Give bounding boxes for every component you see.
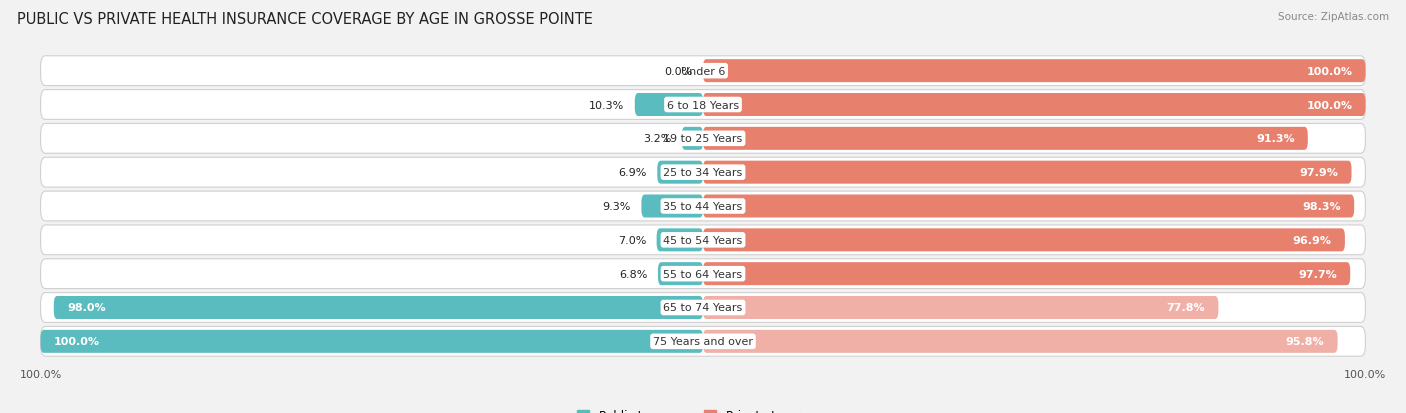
Text: 10.3%: 10.3%: [589, 100, 624, 110]
Text: 97.7%: 97.7%: [1298, 269, 1337, 279]
FancyBboxPatch shape: [682, 128, 703, 150]
Text: 19 to 25 Years: 19 to 25 Years: [664, 134, 742, 144]
FancyBboxPatch shape: [41, 57, 1365, 86]
Text: 75 Years and over: 75 Years and over: [652, 337, 754, 347]
Text: 6.8%: 6.8%: [619, 269, 647, 279]
FancyBboxPatch shape: [657, 161, 703, 184]
FancyBboxPatch shape: [41, 259, 1365, 289]
Text: 96.9%: 96.9%: [1292, 235, 1331, 245]
Text: 97.9%: 97.9%: [1299, 168, 1339, 178]
FancyBboxPatch shape: [41, 192, 1365, 221]
FancyBboxPatch shape: [657, 229, 703, 252]
Text: 45 to 54 Years: 45 to 54 Years: [664, 235, 742, 245]
Text: 98.0%: 98.0%: [67, 303, 105, 313]
Text: 7.0%: 7.0%: [617, 235, 645, 245]
FancyBboxPatch shape: [703, 263, 1350, 285]
FancyBboxPatch shape: [41, 225, 1365, 255]
Text: 98.3%: 98.3%: [1302, 202, 1341, 211]
FancyBboxPatch shape: [634, 94, 703, 117]
Text: 3.2%: 3.2%: [643, 134, 671, 144]
FancyBboxPatch shape: [41, 293, 1365, 323]
Text: 9.3%: 9.3%: [602, 202, 631, 211]
FancyBboxPatch shape: [641, 195, 703, 218]
Text: 100.0%: 100.0%: [1306, 66, 1353, 76]
FancyBboxPatch shape: [41, 327, 1365, 356]
Text: 55 to 64 Years: 55 to 64 Years: [664, 269, 742, 279]
FancyBboxPatch shape: [703, 161, 1351, 184]
FancyBboxPatch shape: [703, 330, 1337, 353]
FancyBboxPatch shape: [658, 263, 703, 285]
Text: PUBLIC VS PRIVATE HEALTH INSURANCE COVERAGE BY AGE IN GROSSE POINTE: PUBLIC VS PRIVATE HEALTH INSURANCE COVER…: [17, 12, 593, 27]
Text: Source: ZipAtlas.com: Source: ZipAtlas.com: [1278, 12, 1389, 22]
Text: 0.0%: 0.0%: [664, 66, 692, 76]
FancyBboxPatch shape: [41, 90, 1365, 120]
FancyBboxPatch shape: [703, 195, 1354, 218]
Text: 6.9%: 6.9%: [619, 168, 647, 178]
Text: 25 to 34 Years: 25 to 34 Years: [664, 168, 742, 178]
Text: 65 to 74 Years: 65 to 74 Years: [664, 303, 742, 313]
FancyBboxPatch shape: [41, 330, 703, 353]
Text: 6 to 18 Years: 6 to 18 Years: [666, 100, 740, 110]
FancyBboxPatch shape: [703, 296, 1219, 319]
Legend: Public Insurance, Private Insurance: Public Insurance, Private Insurance: [572, 404, 834, 413]
Text: 100.0%: 100.0%: [53, 337, 100, 347]
FancyBboxPatch shape: [703, 229, 1346, 252]
Text: 100.0%: 100.0%: [1306, 100, 1353, 110]
Text: 95.8%: 95.8%: [1285, 337, 1324, 347]
Text: 77.8%: 77.8%: [1167, 303, 1205, 313]
Text: 91.3%: 91.3%: [1256, 134, 1295, 144]
FancyBboxPatch shape: [703, 128, 1308, 150]
FancyBboxPatch shape: [41, 158, 1365, 188]
FancyBboxPatch shape: [53, 296, 703, 319]
Text: Under 6: Under 6: [681, 66, 725, 76]
FancyBboxPatch shape: [41, 124, 1365, 154]
FancyBboxPatch shape: [703, 60, 1365, 83]
Text: 35 to 44 Years: 35 to 44 Years: [664, 202, 742, 211]
FancyBboxPatch shape: [703, 94, 1365, 117]
